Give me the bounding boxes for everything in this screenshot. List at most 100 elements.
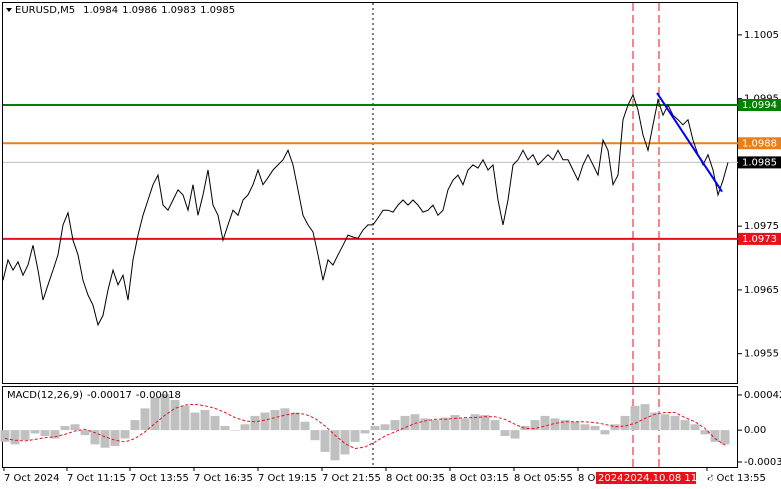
- y-tick-label: 0.00042: [744, 390, 781, 401]
- macd-bar: [370, 425, 380, 431]
- macd-bar: [250, 415, 260, 431]
- macd-bar: [330, 430, 340, 461]
- macd-frame: [2, 386, 738, 468]
- macd-bar: [0, 430, 10, 442]
- macd-bar: [90, 430, 100, 445]
- macd-bar: [430, 420, 440, 431]
- price-line: [2, 93, 729, 327]
- x-tick-label: 7 Oct 19:15: [258, 473, 317, 484]
- macd-bar: [470, 414, 480, 431]
- x-tick-label: 7 Oct 21:55: [322, 473, 381, 484]
- macd-bar: [260, 412, 270, 431]
- macd-bar: [60, 425, 70, 431]
- level-label-box: [738, 137, 781, 150]
- level-label: 1.0994: [742, 100, 777, 111]
- time-label: 2024.10.08 11:55: [624, 473, 713, 484]
- macd-bar: [500, 430, 510, 437]
- x-tick-label: 8 Oct 05:55: [514, 473, 573, 484]
- macd-bar: [320, 430, 330, 452]
- macd-bar: [120, 430, 130, 439]
- time-label: 2024.: [598, 473, 627, 484]
- macd-bar: [450, 415, 460, 431]
- macd-bar: [530, 420, 540, 431]
- macd-bar: [650, 412, 660, 431]
- macd-bar: [410, 414, 420, 431]
- chart-title: EURUSD,M5: [15, 5, 75, 16]
- x-tick-label: 7 Oct 11:15: [67, 473, 126, 484]
- macd-bar: [220, 425, 230, 431]
- macd-bar: [390, 420, 400, 431]
- macd-bar: [710, 430, 720, 442]
- macd-bar: [510, 430, 520, 439]
- macd-bar: [630, 405, 640, 431]
- y-tick-label: -0.00038: [744, 457, 781, 468]
- ohlc-value: 1.0985: [200, 5, 235, 16]
- signal-line: [4, 403, 726, 450]
- macd-title: MACD(12,26,9): [7, 390, 83, 401]
- macd-bar: [700, 430, 710, 435]
- macd-bar: [300, 421, 310, 431]
- x-tick-label: 8 Oct 00:35: [386, 473, 445, 484]
- macd-bar: [460, 418, 470, 431]
- level-label-box: [738, 156, 781, 169]
- x-tick-label: 7 Oct 13:55: [130, 473, 189, 484]
- macd-bar: [40, 430, 50, 437]
- macd-bar: [720, 430, 730, 445]
- macd-bar: [240, 424, 250, 431]
- macd-bar: [150, 397, 160, 431]
- macd-value: -0.00018: [136, 390, 181, 401]
- macd-bar: [340, 430, 350, 455]
- x-tick-label: 8 Oct 03:15: [450, 473, 509, 484]
- macd-bar: [210, 415, 220, 431]
- macd-bar: [10, 430, 20, 445]
- macd-bar: [190, 412, 200, 431]
- time-label-box: [622, 472, 696, 484]
- macd-bar: [560, 420, 570, 431]
- macd-bar: [680, 420, 690, 431]
- macd-bar: [70, 424, 80, 431]
- macd-bar: [520, 425, 530, 431]
- level-label: 1.0973: [742, 234, 777, 245]
- level-label: 1.0985: [742, 157, 777, 168]
- macd-bar: [280, 408, 290, 431]
- y-tick-label: 1.1005: [744, 30, 779, 41]
- macd-bar: [440, 417, 450, 431]
- level-label-box: [738, 99, 781, 112]
- macd-bar: [30, 430, 40, 434]
- y-tick-label: 1.0975: [744, 221, 779, 232]
- price-frame: [2, 2, 738, 384]
- macd-bar: [640, 404, 650, 431]
- macd-bar: [400, 415, 410, 431]
- macd-bar: [290, 412, 300, 431]
- macd-bar: [380, 424, 390, 431]
- ohlc-value: 1.0983: [161, 5, 196, 16]
- trend-line: [656, 92, 723, 193]
- macd-bar: [110, 430, 120, 447]
- menu-arrow: [6, 8, 12, 12]
- level-label-box: [738, 232, 781, 245]
- macd-value: -0.00017: [87, 390, 132, 401]
- macd-bar: [310, 430, 320, 441]
- macd-bar: [270, 410, 280, 431]
- macd-bar: [170, 399, 180, 431]
- macd-bar: [690, 424, 700, 431]
- x-tick-label: 8 Oct 13:55: [707, 473, 766, 484]
- macd-bar: [140, 408, 150, 431]
- macd-bar: [160, 394, 170, 431]
- macd-bar: [20, 430, 30, 441]
- y-tick-label: 1.0965: [744, 285, 779, 296]
- macd-bar: [540, 415, 550, 431]
- macd-bar: [590, 425, 600, 431]
- macd-bar: [80, 430, 90, 436]
- macd-bar: [620, 415, 630, 431]
- macd-bar: [490, 420, 500, 431]
- level-label: 1.0988: [742, 138, 777, 149]
- x-tick-label: 7 Oct 16:35: [194, 473, 253, 484]
- macd-bar: [670, 415, 680, 431]
- macd-bar: [130, 420, 140, 431]
- macd-bar: [100, 430, 110, 448]
- macd-bar: [230, 430, 240, 431]
- ohlc-value: 1.0984: [83, 5, 118, 16]
